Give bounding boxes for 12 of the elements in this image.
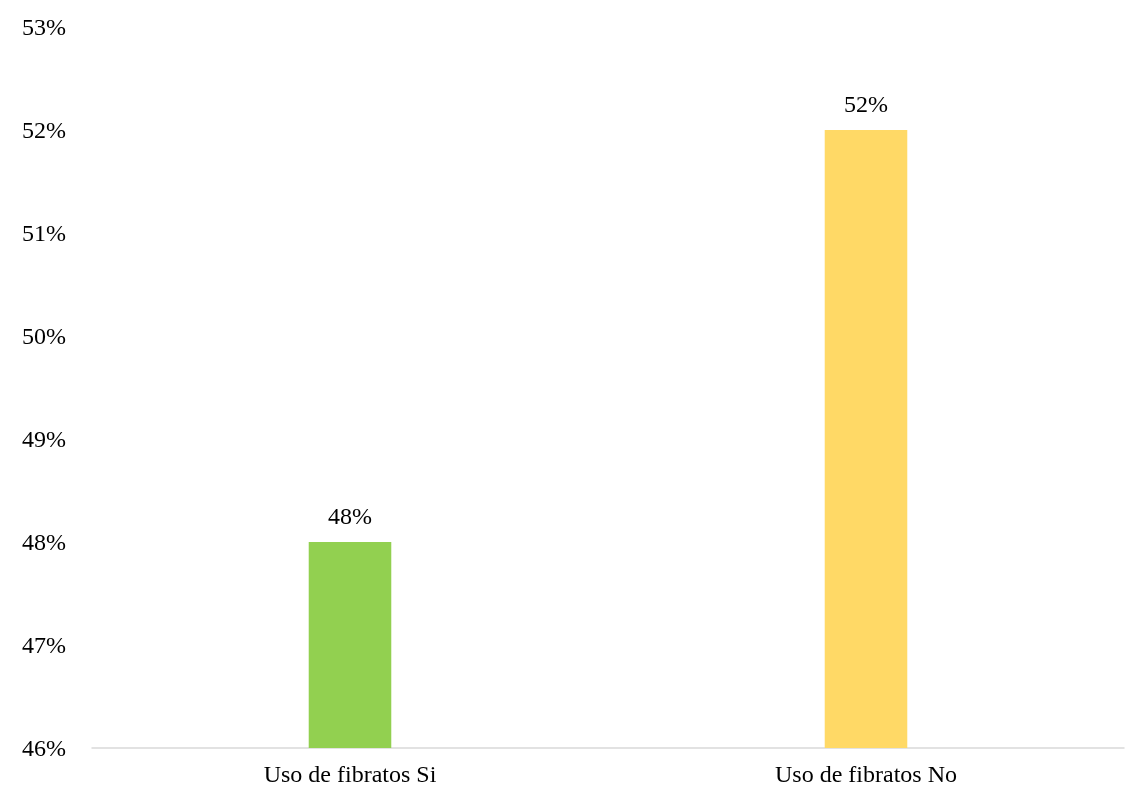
x-tick-label: Uso de fibratos No (775, 761, 957, 787)
data-label: 52% (844, 91, 888, 117)
data-label: 48% (328, 503, 372, 529)
y-tick-label: 47% (22, 632, 66, 658)
y-tick-label: 50% (22, 323, 66, 349)
y-tick-label: 46% (22, 735, 66, 761)
y-tick-label: 48% (22, 529, 66, 555)
y-tick-label: 51% (22, 220, 66, 246)
y-tick-label: 49% (22, 426, 66, 452)
x-tick-label: Uso de fibratos Si (263, 761, 437, 787)
y-tick-label: 52% (22, 117, 66, 143)
y-tick-label: 53% (22, 14, 66, 40)
